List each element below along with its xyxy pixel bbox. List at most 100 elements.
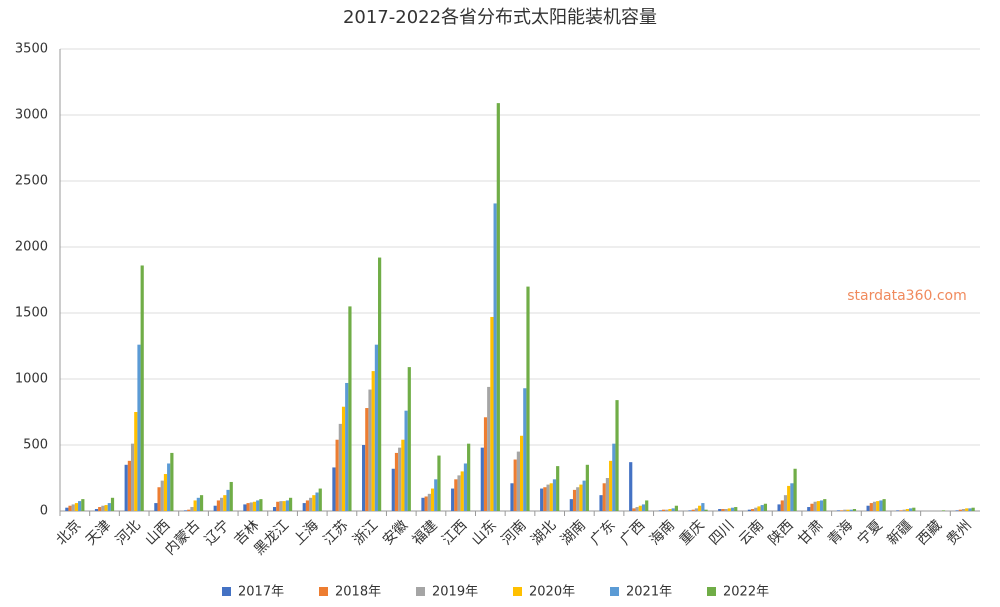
x-tick-label: 浙江 <box>350 517 381 548</box>
bar <box>140 265 144 511</box>
bar <box>615 400 619 511</box>
bar <box>754 507 758 511</box>
bar <box>394 452 399 511</box>
bar <box>137 344 141 511</box>
bar <box>101 505 105 511</box>
bar <box>193 500 197 511</box>
bar <box>401 439 405 511</box>
bar <box>665 509 669 511</box>
bar <box>556 466 560 511</box>
bar <box>223 495 227 511</box>
bar <box>487 386 491 511</box>
bar <box>130 443 135 511</box>
bar <box>793 468 797 511</box>
bar <box>457 475 461 511</box>
bar <box>691 509 695 511</box>
x-tick-label: 广东 <box>588 517 619 548</box>
bar <box>965 508 969 511</box>
bar <box>816 501 820 511</box>
legend-label: 2017年 <box>238 585 284 600</box>
bar <box>807 507 811 511</box>
bar <box>163 474 168 511</box>
bar <box>341 406 346 511</box>
bar <box>727 508 731 511</box>
y-tick-label: 1500 <box>15 306 48 321</box>
bar <box>65 507 69 511</box>
bar <box>157 487 161 511</box>
bar <box>641 504 646 511</box>
x-tick-label: 河南 <box>499 517 530 548</box>
bar <box>187 509 191 511</box>
bar <box>813 501 817 511</box>
bar <box>279 501 283 511</box>
bar <box>374 344 379 511</box>
x-tick-label: 四川 <box>706 517 737 548</box>
bar <box>127 460 131 511</box>
bar <box>549 483 553 511</box>
y-tick-label: 2500 <box>15 174 48 189</box>
legend-swatch <box>610 587 619 596</box>
bar <box>216 500 221 511</box>
bar <box>124 464 128 511</box>
bar <box>958 509 962 511</box>
bar <box>872 501 877 511</box>
bar <box>843 509 847 511</box>
bar <box>513 459 517 511</box>
bar <box>196 497 200 511</box>
legend-swatch <box>707 587 716 596</box>
bar <box>632 508 636 511</box>
legend-label: 2019年 <box>432 585 478 600</box>
bar <box>971 507 975 511</box>
bar <box>259 499 263 511</box>
y-tick-label: 0 <box>40 504 48 519</box>
bar <box>899 510 903 511</box>
legend-swatch <box>222 587 231 596</box>
bar <box>698 505 702 511</box>
x-tick-label: 西藏 <box>914 517 945 548</box>
bar <box>955 510 959 511</box>
bar <box>658 510 662 511</box>
bar <box>483 417 488 511</box>
bar <box>724 509 728 511</box>
bar <box>783 495 788 511</box>
bar <box>229 481 233 511</box>
bar <box>546 484 550 511</box>
bar <box>629 462 633 511</box>
x-tick-label: 福建 <box>410 517 441 548</box>
bar <box>246 503 250 511</box>
x-tick-label: 江苏 <box>320 517 351 548</box>
x-tick-label: 河北 <box>113 517 144 548</box>
bar <box>849 509 853 511</box>
bar <box>167 463 171 511</box>
bar <box>866 505 870 511</box>
bar <box>272 507 277 511</box>
bar <box>288 497 293 511</box>
x-tick-label: 江西 <box>439 517 470 548</box>
bar <box>694 508 699 511</box>
bar <box>285 500 289 511</box>
x-tick-label: 上海 <box>291 517 322 548</box>
bar <box>599 495 603 511</box>
bar <box>516 451 520 511</box>
bar <box>312 495 316 511</box>
bar <box>704 509 708 511</box>
bar <box>199 495 204 511</box>
bar <box>638 505 642 511</box>
bar <box>688 510 692 511</box>
bar <box>451 488 455 511</box>
bar <box>668 509 672 511</box>
bar <box>968 508 972 511</box>
legend-label: 2022年 <box>723 585 769 600</box>
legend-swatch <box>513 587 522 596</box>
legend-label: 2020年 <box>529 585 575 600</box>
bar <box>576 487 580 511</box>
bar <box>552 479 557 511</box>
x-tick-label: 陕西 <box>766 517 797 548</box>
x-tick-label: 北京 <box>53 517 84 548</box>
bar <box>243 504 247 511</box>
bar <box>777 504 781 511</box>
bar <box>134 412 138 511</box>
bar <box>734 507 738 511</box>
y-tick-label: 2000 <box>15 240 48 255</box>
x-tick-label: 云南 <box>736 517 767 548</box>
